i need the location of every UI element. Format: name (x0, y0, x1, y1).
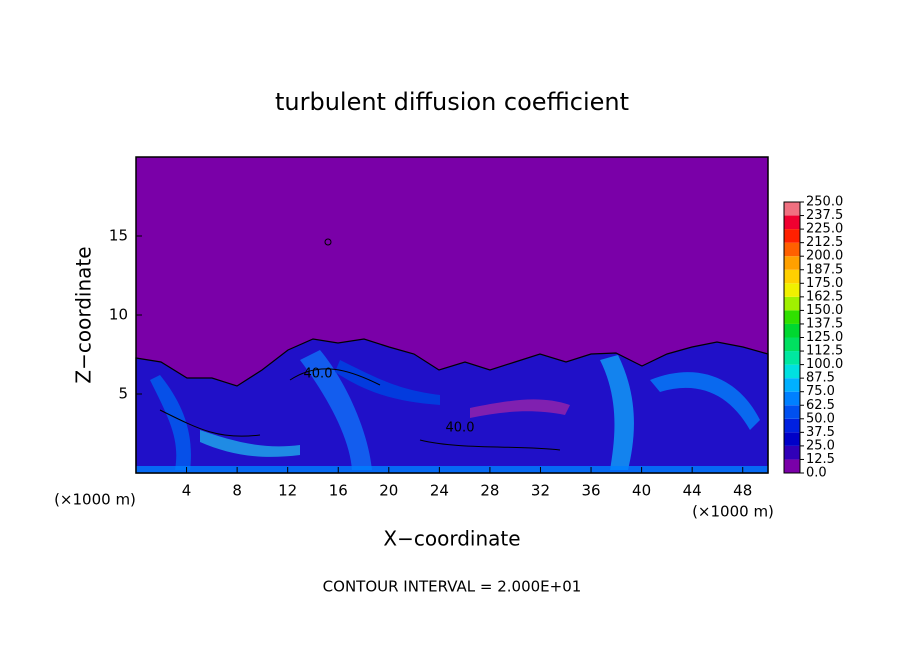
colorbar-band (784, 459, 800, 473)
colorbar-tick-label: 12.5 (806, 452, 835, 467)
colorbar-band (784, 337, 800, 352)
colorbar-tick-label: 112.5 (806, 344, 843, 359)
x-unit: (×1000 m) (692, 503, 774, 521)
x-tick-label: 8 (232, 482, 242, 500)
y-axis-label: Z−coordinate (72, 246, 96, 383)
colorbar-tick-label: 100.0 (806, 357, 843, 372)
x-tick-label: 12 (278, 482, 297, 500)
contour-line (324, 238, 332, 246)
streak (200, 430, 300, 457)
colorbar-band (784, 378, 800, 392)
x-tick-label: 40 (632, 482, 651, 500)
colorbar-band (784, 215, 800, 230)
chart-title: turbulent diffusion coefficient (275, 88, 629, 116)
colorbar-band (784, 405, 800, 419)
colorbar-band (784, 391, 800, 406)
colorbar-tick-label: 50.0 (806, 411, 835, 426)
colorbar-tick-label: 87.5 (806, 371, 835, 386)
contour-label: 40.0 (304, 367, 333, 382)
colorbar-band (784, 229, 800, 243)
contour-label: 40.0 (446, 421, 475, 436)
y-tick-label: 10 (109, 306, 128, 324)
colorbar-band (784, 418, 800, 433)
colorbar-band (784, 269, 800, 284)
colorbar-tick-label: 175.0 (806, 276, 843, 291)
streak (300, 350, 372, 470)
colorbar-band (784, 202, 800, 216)
colorbar-tick-label: 150.0 (806, 303, 843, 318)
x-unit: (×1000 m) (54, 491, 136, 509)
colorbar-tick-label: 125.0 (806, 330, 843, 345)
x-tick-label: 24 (430, 482, 449, 500)
colorbar-band (784, 323, 800, 338)
x-tick-label: 20 (379, 482, 398, 500)
colorbar-band (784, 364, 800, 379)
contour-line (419, 439, 561, 451)
x-tick-label: 44 (683, 482, 702, 500)
streak (650, 372, 760, 430)
colorbar-tick-label: 25.0 (806, 438, 835, 453)
colorbar-band (784, 351, 800, 365)
colorbar-tick-label: 212.5 (806, 235, 843, 250)
x-tick-label: 36 (581, 482, 600, 500)
surface-layer (136, 466, 768, 473)
colorbar-tick-label: 225.0 (806, 222, 843, 237)
field (135, 157, 769, 474)
colorbar-band (784, 310, 800, 324)
streak (150, 375, 191, 470)
low-patch (470, 399, 570, 418)
x-tick-label: 48 (733, 482, 752, 500)
streak (335, 360, 440, 405)
colorbar-tick-label: 200.0 (806, 249, 843, 264)
colorbar-band (784, 256, 800, 270)
contour-line (289, 368, 381, 386)
colorbar-tick-label: 237.5 (806, 208, 843, 223)
colorbar-band (784, 296, 800, 311)
colorbar-tick-label: 162.5 (806, 289, 843, 304)
colorbar-tick-label: 187.5 (806, 262, 843, 277)
colorbar-band (784, 445, 800, 460)
y-tick-label: 5 (118, 385, 128, 403)
colorbar-tick-label: 62.5 (806, 398, 835, 413)
colorbar-tick-label: 137.5 (806, 316, 843, 331)
colorbar-tick-label: 37.5 (806, 425, 835, 440)
x-axis-label: X−coordinate (383, 527, 520, 551)
contour-line (159, 409, 261, 437)
x-tick-label: 32 (531, 482, 550, 500)
colorbar-tick-label: 250.0 (806, 195, 843, 210)
streak (600, 355, 634, 470)
colorbar-band (784, 283, 800, 297)
colorbar-band (784, 242, 800, 257)
colorbar-tick-label: 75.0 (806, 384, 835, 399)
x-tick-label: 16 (329, 482, 348, 500)
colorbar-tick-label: 0.0 (806, 466, 827, 481)
y-tick-label: 15 (109, 227, 128, 245)
x-tick-label: 28 (480, 482, 499, 500)
x-tick-label: 4 (182, 482, 192, 500)
colorbar-band (784, 432, 800, 446)
annotation: CONTOUR INTERVAL = 2.000E+01 (323, 578, 582, 596)
